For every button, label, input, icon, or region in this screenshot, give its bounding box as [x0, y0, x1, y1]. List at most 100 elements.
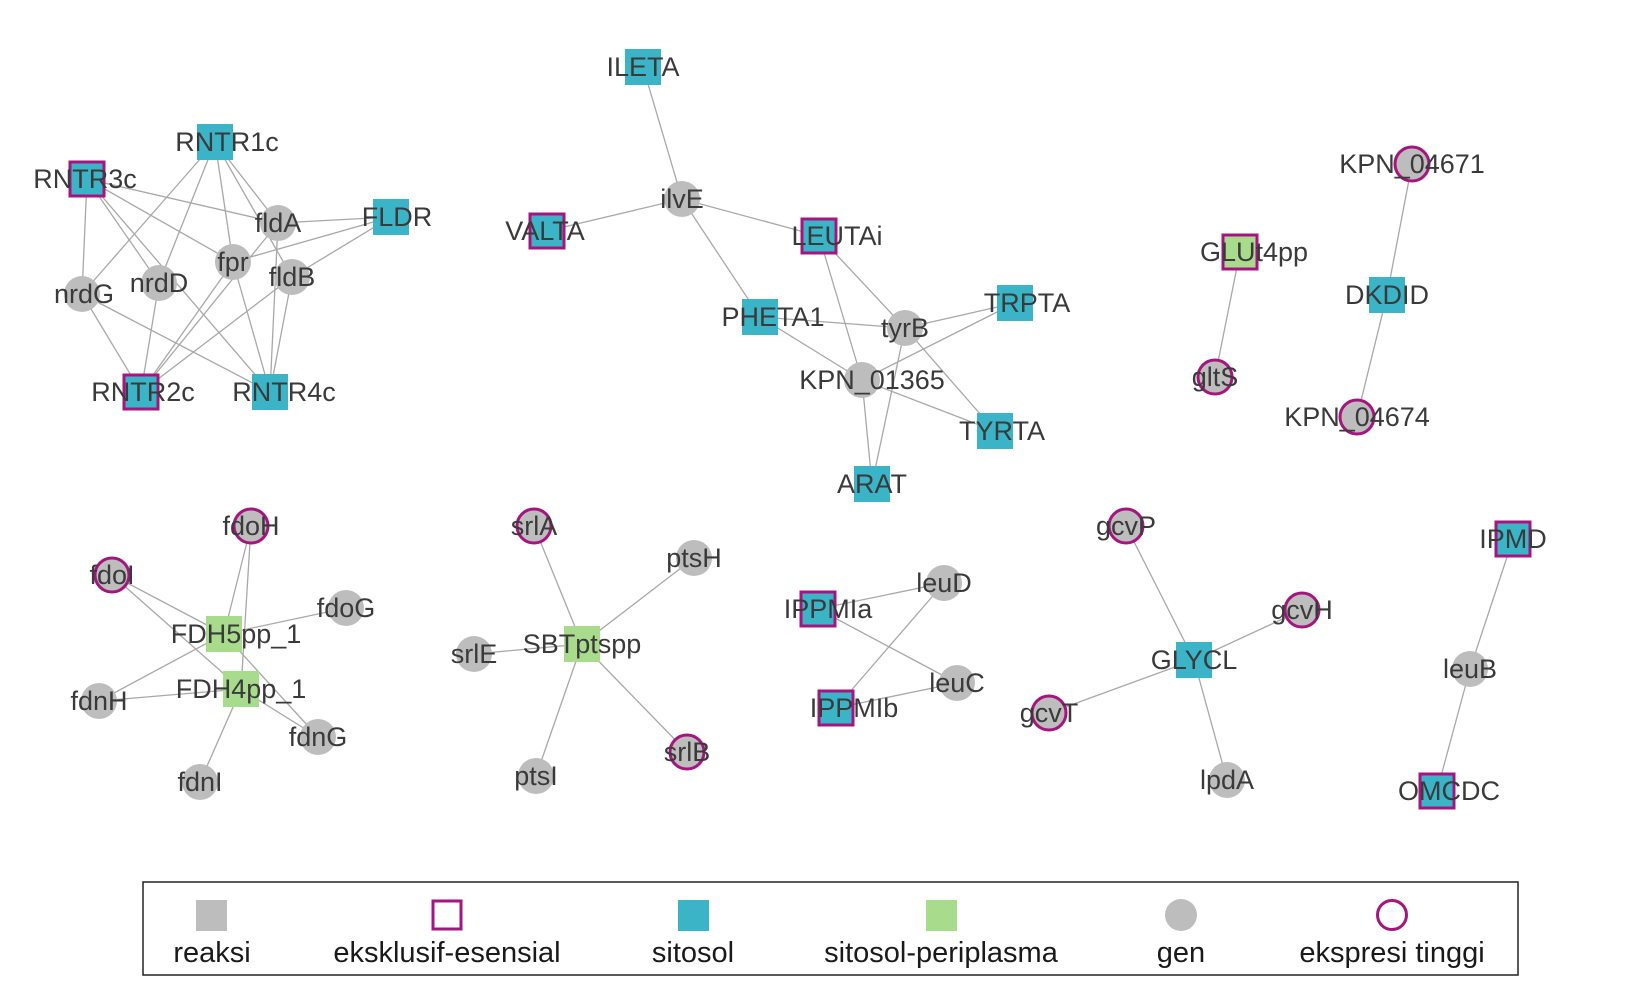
node-TRPTA[interactable]: TRPTA [984, 285, 1071, 321]
reaction-square[interactable] [1176, 642, 1212, 678]
node-RNTR3c[interactable]: RNTR3c [33, 160, 137, 198]
node-fdnH[interactable]: fdnH [70, 683, 128, 719]
gen-circle[interactable] [232, 507, 270, 545]
node-srlB[interactable]: srlB [664, 733, 711, 771]
node-ARAT[interactable]: ARAT [837, 466, 907, 502]
node-fpr[interactable]: fpr [215, 244, 251, 280]
reaction-square[interactable] [528, 212, 566, 250]
node-IPMD[interactable]: IPMD [1479, 520, 1547, 558]
gen-circle[interactable] [456, 636, 492, 672]
gen-circle[interactable] [518, 758, 554, 794]
gen-circle[interactable] [676, 540, 712, 576]
gen-circle[interactable] [926, 565, 962, 601]
reaction-square[interactable] [223, 671, 259, 707]
gen-circle[interactable] [93, 556, 131, 594]
node-gltS[interactable]: gltS [1192, 358, 1239, 396]
gen-circle[interactable] [1393, 145, 1431, 183]
node-FLDR[interactable]: FLDR [362, 199, 433, 235]
reaction-square[interactable] [564, 626, 600, 662]
node-RNTR2c[interactable]: RNTR2c [91, 373, 195, 411]
gen-circle[interactable] [664, 181, 700, 217]
reaction-square[interactable] [68, 160, 106, 198]
node-VALTA[interactable]: VALTA [505, 212, 585, 250]
node-LEUTAi[interactable]: LEUTAi [791, 217, 883, 255]
node-KPN_04674[interactable]: KPN_04674 [1284, 398, 1430, 436]
node-fdoH[interactable]: fdoH [222, 507, 280, 545]
node-DKDID[interactable]: DKDID [1345, 277, 1429, 313]
gen-circle[interactable] [1209, 762, 1245, 798]
gen-circle[interactable] [1452, 651, 1488, 687]
node-ptsI[interactable]: ptsI [514, 758, 558, 794]
node-fdoG[interactable]: fdoG [317, 590, 376, 626]
gen-circle[interactable] [1107, 507, 1145, 545]
node-ILETA[interactable]: ILETA [606, 49, 680, 85]
node-SBTptspp[interactable]: SBTptspp [523, 626, 642, 662]
node-KPN_04671[interactable]: KPN_04671 [1339, 145, 1485, 183]
reaction-square[interactable] [854, 466, 890, 502]
reaction-square[interactable] [1369, 277, 1405, 313]
node-IPPMIa[interactable]: IPPMIa [784, 590, 874, 628]
reaction-square[interactable] [122, 373, 160, 411]
node-leuD[interactable]: leuD [916, 565, 972, 601]
node-nrdG[interactable]: nrdG [54, 276, 114, 312]
node-lpdA[interactable]: lpdA [1200, 762, 1254, 798]
node-leuB[interactable]: leuB [1443, 651, 1497, 687]
reaction-square[interactable] [252, 374, 288, 410]
gen-circle[interactable] [887, 310, 923, 346]
node-fdnG[interactable]: fdnG [289, 719, 348, 755]
node-fldB[interactable]: fldB [269, 259, 316, 295]
node-FDH4pp_1[interactable]: FDH4pp_1 [176, 671, 307, 707]
gen-circle[interactable] [515, 507, 553, 545]
reaction-square[interactable] [742, 299, 778, 335]
gen-circle[interactable] [274, 259, 310, 295]
node-fdoI[interactable]: fdoI [89, 556, 135, 594]
gen-circle[interactable] [1283, 591, 1321, 629]
gen-circle[interactable] [844, 362, 880, 398]
node-gcvP[interactable]: gcvP [1096, 507, 1156, 545]
gen-circle[interactable] [81, 683, 117, 719]
gen-circle[interactable] [215, 244, 251, 280]
node-tyrB[interactable]: tyrB [881, 310, 929, 346]
gen-circle[interactable] [182, 764, 218, 800]
node-gcvT[interactable]: gcvT [1020, 694, 1079, 732]
node-IPPMIb[interactable]: IPPMIb [810, 689, 899, 727]
node-leuC[interactable]: leuC [929, 665, 985, 701]
node-TYRTA[interactable]: TYRTA [959, 413, 1045, 449]
gen-circle[interactable] [1196, 358, 1234, 396]
gen-circle[interactable] [1338, 398, 1376, 436]
reaction-square[interactable] [197, 124, 233, 160]
node-srlE[interactable]: srlE [451, 636, 498, 672]
node-OMCDC[interactable]: OMCDC [1398, 772, 1500, 810]
node-ilvE[interactable]: ilvE [660, 181, 704, 217]
node-RNTR1c[interactable]: RNTR1c [175, 124, 279, 160]
node-srlA[interactable]: srlA [511, 507, 558, 545]
gen-circle[interactable] [939, 665, 975, 701]
reaction-square[interactable] [977, 413, 1013, 449]
reaction-square[interactable] [1221, 233, 1259, 271]
node-GLYCL[interactable]: GLYCL [1151, 642, 1238, 678]
node-fldA[interactable]: fldA [255, 205, 302, 241]
reaction-square[interactable] [625, 49, 661, 85]
gen-circle[interactable] [668, 733, 706, 771]
reaction-square[interactable] [817, 689, 855, 727]
gen-circle[interactable] [141, 265, 177, 301]
node-RNTR4c[interactable]: RNTR4c [232, 374, 336, 410]
node-GLUt4pp[interactable]: GLUt4pp [1200, 233, 1308, 271]
node-PHETA1[interactable]: PHETA1 [721, 299, 825, 335]
gen-circle[interactable] [300, 719, 336, 755]
reaction-square[interactable] [373, 199, 409, 235]
node-FDH5pp_1[interactable]: FDH5pp_1 [171, 616, 302, 652]
gen-circle[interactable] [64, 276, 100, 312]
node-gcvH[interactable]: gcvH [1271, 591, 1333, 629]
node-fdnI[interactable]: fdnI [177, 764, 223, 800]
reaction-square[interactable] [800, 217, 838, 255]
gen-circle[interactable] [260, 205, 296, 241]
reaction-square[interactable] [997, 285, 1033, 321]
reaction-square[interactable] [1418, 772, 1456, 810]
reaction-square[interactable] [799, 590, 837, 628]
reaction-square[interactable] [206, 616, 242, 652]
node-ptsH[interactable]: ptsH [666, 540, 722, 576]
gen-circle[interactable] [1030, 694, 1068, 732]
reaction-square[interactable] [1494, 520, 1532, 558]
gen-circle[interactable] [328, 590, 364, 626]
